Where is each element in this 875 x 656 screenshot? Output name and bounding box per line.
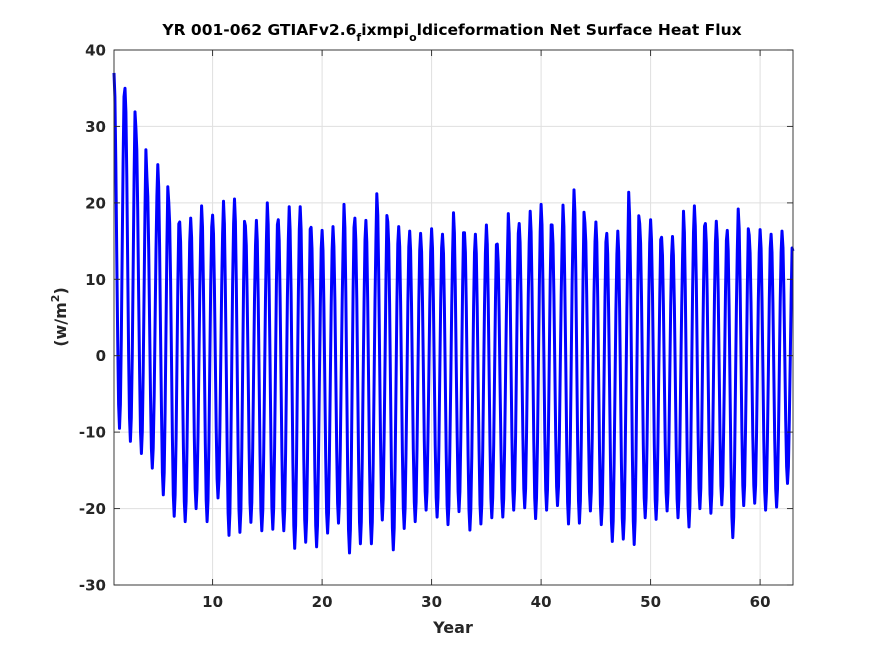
y-tick-label: -10 xyxy=(79,424,106,442)
y-tick-label: 20 xyxy=(85,194,106,212)
y-tick-label: 40 xyxy=(85,42,106,60)
chart-title: YR 001-062 GTIAFv2.6fixmpioldiceformatio… xyxy=(161,21,741,44)
x-tick-label: 30 xyxy=(421,593,442,611)
x-tick-label: 60 xyxy=(750,593,771,611)
series-line xyxy=(112,72,795,555)
x-tick-label: 20 xyxy=(312,593,333,611)
x-tick-label: 10 xyxy=(202,593,223,611)
x-axis-title: Year xyxy=(432,618,473,637)
series-layer xyxy=(112,72,795,555)
y-tick-label: 0 xyxy=(96,347,106,365)
y-tick-label: -20 xyxy=(79,500,106,518)
x-tick-label: 40 xyxy=(531,593,552,611)
plot-area-border xyxy=(113,49,794,586)
ticks: 10 20 30 40 50 60 -30 -20 -10 0 10 20 30 40 xyxy=(79,42,793,611)
x-tick-label: 50 xyxy=(640,593,661,611)
y-axis-title: (w/m2) xyxy=(49,287,70,347)
y-tick-label: 30 xyxy=(85,118,106,136)
y-tick-label: -30 xyxy=(79,577,106,595)
y-tick-label: 10 xyxy=(85,271,106,289)
